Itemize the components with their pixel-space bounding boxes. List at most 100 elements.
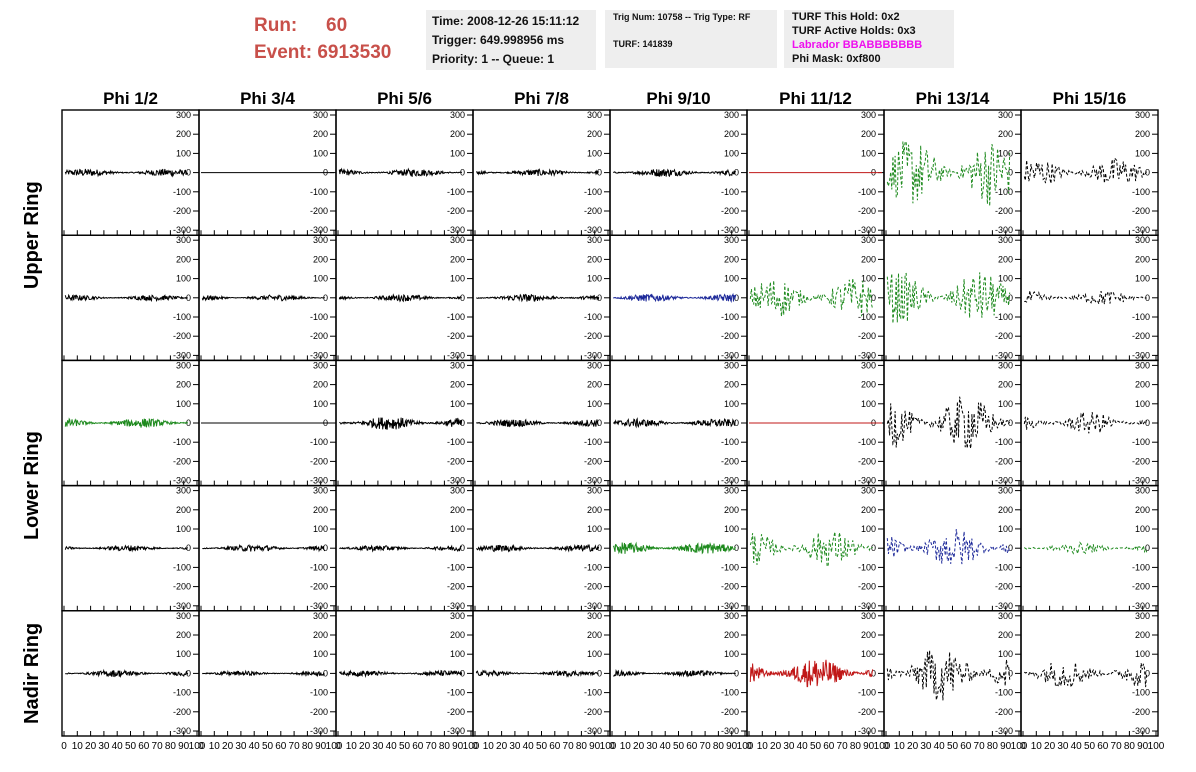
y-tick-label: -300 xyxy=(173,601,191,611)
y-tick-label: -300 xyxy=(447,726,465,736)
y-tick-label: -100 xyxy=(721,312,739,322)
x-tick-label: 10 xyxy=(346,741,358,752)
turf-text: TURF: 141839 xyxy=(613,39,673,49)
y-tick-label: 100 xyxy=(724,274,739,284)
y-tick-label: 300 xyxy=(724,360,739,370)
waveform-trace xyxy=(886,396,1011,449)
y-tick-label: 100 xyxy=(998,649,1013,659)
waveform-trace xyxy=(612,541,736,555)
x-tick-label: 0 xyxy=(1020,741,1026,752)
y-tick-label: 200 xyxy=(1135,505,1150,515)
y-tick-label: 200 xyxy=(861,505,876,515)
y-tick-label: 100 xyxy=(450,274,465,284)
waveform-trace xyxy=(1023,541,1148,555)
x-tick-label: 10 xyxy=(209,741,221,752)
y-tick-label: -300 xyxy=(721,350,739,360)
y-tick-label: 300 xyxy=(724,611,739,621)
y-tick-label: 100 xyxy=(861,148,876,158)
waveform-trace xyxy=(201,669,325,678)
y-tick-label: 0 xyxy=(323,668,328,678)
y-tick-label: -200 xyxy=(1132,707,1150,717)
waveform-trace xyxy=(886,141,1011,207)
waveform-trace xyxy=(886,272,1011,324)
y-tick-label: 0 xyxy=(1008,668,1013,678)
y-tick-label: 0 xyxy=(597,293,602,303)
x-tick-label: 100 xyxy=(874,741,891,752)
y-tick-label: 200 xyxy=(724,505,739,515)
y-tick-label: -200 xyxy=(310,582,328,592)
y-tick-label: 100 xyxy=(1135,649,1150,659)
waveform-trace xyxy=(339,417,463,430)
y-tick-label: -100 xyxy=(447,437,465,447)
y-tick-label: -200 xyxy=(447,582,465,592)
x-tick-label: 90 xyxy=(1000,741,1012,752)
y-tick-label: -300 xyxy=(1132,350,1150,360)
x-tick-label: 70 xyxy=(837,741,849,752)
y-tick-label: 100 xyxy=(998,274,1013,284)
y-tick-label: 200 xyxy=(587,254,602,264)
x-tick-label: 100 xyxy=(600,741,617,752)
column-title: Phi 7/8 xyxy=(514,89,569,108)
x-tick-label: 70 xyxy=(1111,741,1123,752)
y-tick-label: 300 xyxy=(998,110,1013,120)
x-tick-label: 20 xyxy=(496,741,508,752)
y-tick-label: 0 xyxy=(597,543,602,553)
y-tick-label: 300 xyxy=(313,611,328,621)
y-tick-label: -100 xyxy=(173,688,191,698)
x-tick-label: 40 xyxy=(112,741,124,752)
x-tick-label: 40 xyxy=(523,741,535,752)
waveform-trace xyxy=(202,543,326,553)
y-tick-label: 300 xyxy=(176,235,191,245)
y-tick-label: 300 xyxy=(313,360,328,370)
y-tick-label: 200 xyxy=(587,630,602,640)
y-tick-label: -100 xyxy=(995,562,1013,572)
x-tick-label: 100 xyxy=(737,741,754,752)
y-tick-label: -200 xyxy=(584,707,602,717)
y-tick-label: 200 xyxy=(450,129,465,139)
x-tick-label: 30 xyxy=(646,741,658,752)
x-tick-label: 100 xyxy=(1148,741,1165,752)
y-tick-label: -100 xyxy=(995,437,1013,447)
x-tick-label: 20 xyxy=(1044,741,1056,752)
x-tick-label: 70 xyxy=(563,741,575,752)
run-value: 60 xyxy=(326,15,348,36)
x-tick-label: 30 xyxy=(920,741,932,752)
y-tick-label: -300 xyxy=(1132,476,1150,486)
y-tick-label: -100 xyxy=(584,312,602,322)
y-tick-label: -300 xyxy=(447,350,465,360)
y-tick-label: -200 xyxy=(721,582,739,592)
y-tick-label: -200 xyxy=(447,456,465,466)
y-tick-label: 200 xyxy=(313,129,328,139)
y-tick-label: 200 xyxy=(313,380,328,390)
y-tick-label: 100 xyxy=(861,274,876,284)
x-tick-label: 20 xyxy=(907,741,919,752)
waveform-trace xyxy=(613,668,736,678)
y-tick-label: 100 xyxy=(1135,399,1150,409)
x-tick-label: 10 xyxy=(483,741,495,752)
y-tick-label: -100 xyxy=(1132,562,1150,572)
y-tick-label: 100 xyxy=(1135,274,1150,284)
y-tick-label: 200 xyxy=(176,630,191,640)
y-tick-label: 200 xyxy=(861,254,876,264)
y-tick-label: 300 xyxy=(450,235,465,245)
y-tick-label: 0 xyxy=(460,168,465,178)
y-tick-label: -100 xyxy=(1132,187,1150,197)
y-tick-label: 300 xyxy=(587,110,602,120)
x-tick-label: 0 xyxy=(472,741,478,752)
y-tick-label: -300 xyxy=(584,350,602,360)
labrador-text: Labrador BBABBBBBBB xyxy=(792,39,923,51)
y-tick-label: 0 xyxy=(460,543,465,553)
y-tick-label: 300 xyxy=(724,486,739,496)
y-tick-label: 0 xyxy=(1145,543,1150,553)
y-tick-label: 0 xyxy=(1145,293,1150,303)
event-label: Event: xyxy=(254,42,313,63)
y-tick-label: 0 xyxy=(1008,418,1013,428)
waveform-trace xyxy=(64,293,188,303)
x-tick-label: 80 xyxy=(576,741,588,752)
y-tick-label: 0 xyxy=(1008,543,1013,553)
x-tick-label: 90 xyxy=(726,741,738,752)
y-tick-label: 100 xyxy=(176,148,191,158)
y-tick-label: 0 xyxy=(186,543,191,553)
y-tick-label: 100 xyxy=(450,524,465,534)
run-label: Run: xyxy=(254,15,298,36)
